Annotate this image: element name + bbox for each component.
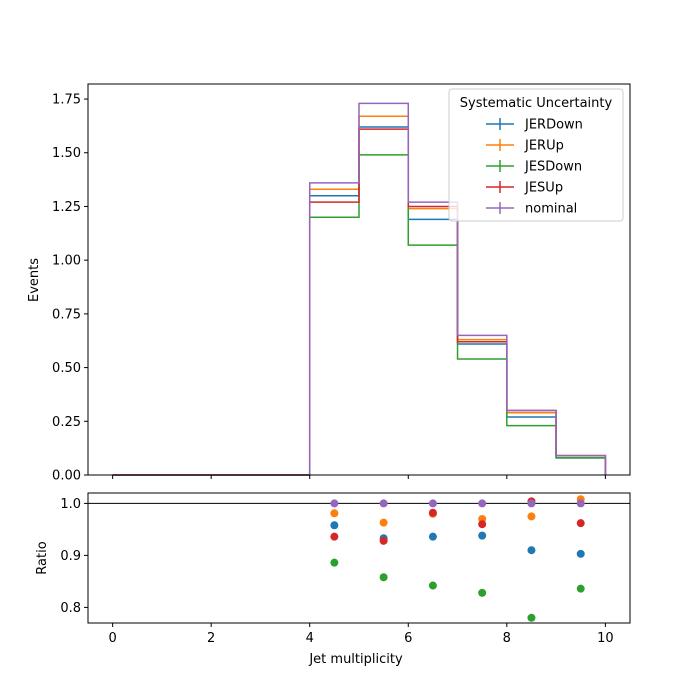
ratio-point-jerdown: [576, 549, 585, 558]
main-y-tick-label: 0.25: [52, 415, 81, 430]
legend-entries: JERDown JERUp JESDown JESUp nominal: [486, 118, 583, 217]
main-y-axis-label: Events: [27, 258, 42, 302]
main-axes-frame: [87, 83, 631, 476]
ratio-point-nominal: [330, 499, 339, 508]
main-y-ticks: 0.00 0.25 0.50 0.75 1.00 1.25 1.50 1.75: [52, 93, 88, 484]
ratio-point-jesup: [379, 536, 388, 545]
legend-box: [448, 88, 624, 222]
ratio-point-jerup: [527, 512, 536, 521]
main-y-tick-label: 1.75: [52, 93, 81, 108]
ratio-point-jerup: [330, 509, 339, 518]
ratio-x-tick-label: 10: [597, 631, 614, 646]
ratio-point-jesdown: [527, 613, 536, 622]
legend-label: JERDown: [524, 118, 583, 133]
ratio-plot-area: [88, 493, 630, 623]
legend-item-jerdown: JERDown: [486, 118, 583, 133]
legend: Systematic Uncertainty JERDown JERUp JESDo…: [448, 88, 624, 222]
legend-item-jerup: JERUp: [486, 139, 564, 154]
ratio-x-tick-label: 8: [503, 631, 511, 646]
main-y-tick-label: 1.50: [52, 146, 81, 161]
ratio-x-tick-label: 4: [306, 631, 314, 646]
x-axis-label: Jet multiplicity: [308, 652, 403, 667]
main-y-tick-label: 0.00: [52, 469, 81, 484]
legend-label: JERUp: [524, 139, 564, 154]
ratio-y-axis-label: Ratio: [35, 541, 50, 574]
main-y-tick-label: 1.00: [52, 254, 81, 269]
ratio-y-tick-label: 0.8: [60, 601, 81, 616]
ratio-point-jesup: [428, 508, 437, 517]
ratio-point-jerdown: [330, 521, 339, 530]
ratio-x-ticks: 0 2 4 6 8 10: [108, 623, 614, 646]
legend-label: JESDown: [524, 160, 582, 175]
ratio-point-jesdown: [428, 581, 437, 590]
ratio-point-nominal: [379, 499, 388, 508]
ratio-series-group: [330, 495, 585, 622]
ratio-axes-frame: [87, 492, 631, 624]
legend-item-jesdown: JESDown: [486, 160, 582, 175]
ratio-y-tick-label: 0.9: [60, 549, 81, 564]
legend-label: nominal: [525, 202, 577, 217]
legend-title: Systematic Uncertainty: [460, 96, 613, 111]
main-x-ticks: [112, 475, 606, 479]
ratio-point-jesdown: [379, 573, 388, 582]
ratio-point-jerup: [379, 518, 388, 527]
main-y-tick-label: 0.50: [52, 361, 81, 376]
ratio-point-jesdown: [478, 588, 487, 597]
ratio-x-tick-label: 6: [404, 631, 412, 646]
ratio-point-nominal: [428, 499, 437, 508]
main-y-tick-label: 0.75: [52, 307, 81, 322]
ratio-point-jesup: [330, 532, 339, 541]
legend-label: JESUp: [524, 181, 563, 196]
legend-item-jesup: JESUp: [486, 181, 563, 196]
main-y-tick-label: 1.25: [52, 200, 81, 215]
ratio-point-jerdown: [478, 531, 487, 540]
ratio-point-nominal: [527, 499, 536, 508]
ratio-y-ticks: 0.8 0.9 1.0: [60, 497, 88, 616]
ratio-panel: 0 2 4 6 8 10 0.8 0.9 1.0 Ratio Jet multiplicity: [35, 492, 631, 667]
ratio-point-jesup: [478, 520, 487, 529]
ratio-point-jerdown: [527, 546, 536, 555]
main-histogram-panel: 0.000.250.500.751.001.251.501.75 Events …: [27, 83, 631, 484]
ratio-point-nominal: [478, 499, 487, 508]
ratio-x-tick-label: 0: [108, 631, 116, 646]
ratio-point-jesup: [576, 519, 585, 528]
ratio-point-nominal: [576, 499, 585, 508]
ratio-point-jesdown: [576, 584, 585, 593]
ratio-point-jerdown: [428, 532, 437, 541]
legend-item-nominal: nominal: [486, 202, 577, 217]
ratio-x-tick-label: 2: [207, 631, 215, 646]
ratio-y-tick-label: 1.0: [60, 497, 81, 512]
ratio-point-jesdown: [330, 558, 339, 567]
